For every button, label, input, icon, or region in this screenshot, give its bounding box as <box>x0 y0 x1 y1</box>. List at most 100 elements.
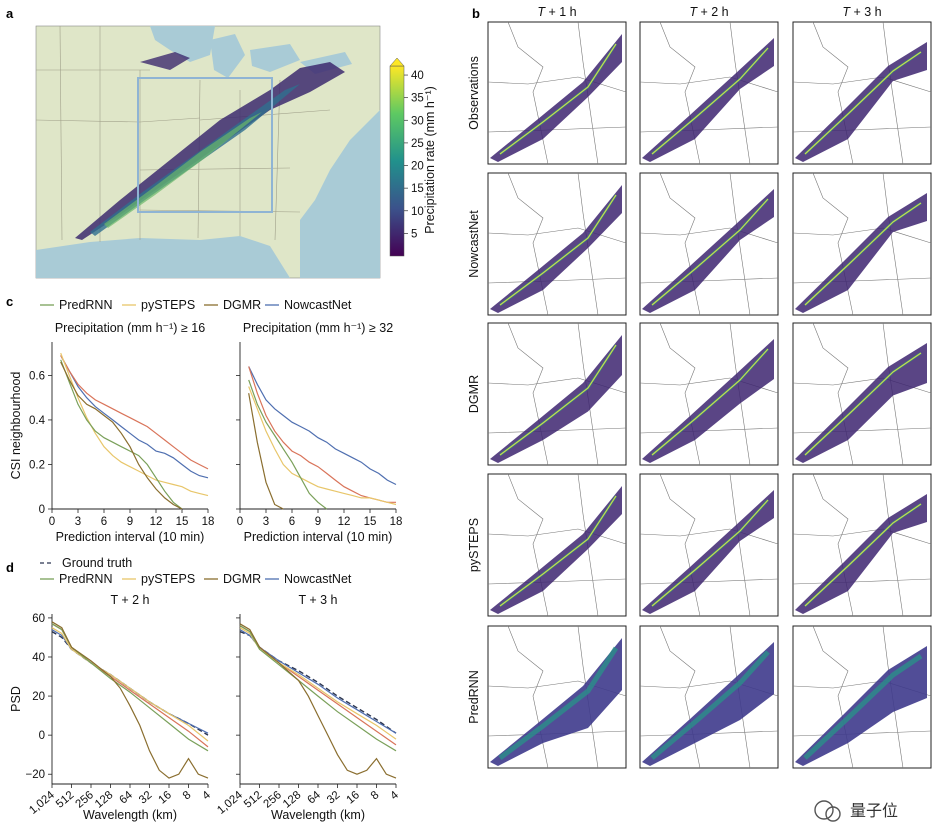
nowcast-cell <box>487 21 627 165</box>
column-header: T + 2 h <box>689 5 728 19</box>
x-tick-label: 6 <box>101 516 107 528</box>
border-lines <box>792 473 932 617</box>
chart-title: Precipitation (mm h⁻¹) ≥ 32 <box>243 321 393 335</box>
ocean-shape <box>300 110 380 278</box>
series-line-predrnn <box>239 625 397 752</box>
precip-peak <box>651 499 769 607</box>
colorbar-tick-label: 25 <box>411 138 424 150</box>
x-tick-label: 1,024 <box>27 789 57 817</box>
series-line-dgmr <box>51 621 209 779</box>
panel-label-c: c <box>6 294 13 309</box>
precip-core <box>803 653 923 760</box>
panel-label-a: a <box>6 6 14 21</box>
nowcast-cell <box>487 473 627 617</box>
x-tick-label: 18 <box>390 516 403 528</box>
colorbar-tick-label: 10 <box>411 206 424 218</box>
y-tick-label: 40 <box>32 652 45 664</box>
legend-item: DGMR <box>223 572 261 586</box>
chart-title: T + 3 h <box>298 593 337 607</box>
series-line-pysteps <box>51 627 209 742</box>
row-label: Observations <box>467 56 481 130</box>
precip-band <box>490 34 622 162</box>
precip-band <box>642 189 774 313</box>
csi-chart-16: Precipitation (mm h⁻¹) ≥ 16 0 3 6 9 12 15 18 0 0.… <box>9 321 214 544</box>
series-line-pysteps <box>248 386 397 506</box>
nowcast-cell <box>792 473 932 617</box>
column-header: T + 1 h <box>537 5 576 19</box>
colorbar-tick-label: 20 <box>411 161 424 173</box>
watermark-text: 量子位 <box>850 801 898 820</box>
series-line-red <box>51 623 209 748</box>
chart-title: Precipitation (mm h⁻¹) ≥ 16 <box>55 321 205 335</box>
x-tick-label: 12 <box>150 516 163 528</box>
series-line-dgmr <box>248 393 284 510</box>
y-axis-label: PSD <box>9 686 23 712</box>
legend-c: PredRNN pySTEPS DGMR NowcastNet <box>40 298 352 312</box>
series-line-nowcastnet <box>51 629 209 734</box>
y-tick-label: 60 <box>32 613 45 625</box>
border-lines <box>487 625 627 769</box>
legend-item: NowcastNet <box>284 572 352 586</box>
panel-label-b: b <box>472 6 480 21</box>
wechat-icon-inner <box>825 806 841 822</box>
map-panel <box>35 25 381 279</box>
colorbar-ticks: 5 10 15 20 25 30 35 40 <box>404 70 424 240</box>
nowcast-cell <box>487 625 627 769</box>
colorbar-tick-label: 30 <box>411 115 424 127</box>
x-tick-label: 4 <box>200 789 213 803</box>
series-line-pysteps <box>60 352 209 497</box>
precip-peak <box>804 503 922 607</box>
precip-peak <box>804 352 922 456</box>
series-line-dgmr <box>60 361 183 510</box>
x-tick-label: 15 <box>176 516 189 528</box>
nowcast-grid: T + 1 h T + 2 h T + 3 h Observations Nowcast… <box>467 5 932 769</box>
y-tick-label: 0.6 <box>29 370 45 382</box>
x-tick-label: 9 <box>315 516 321 528</box>
legend-item: pySTEPS <box>141 572 195 586</box>
y-tick-label: −20 <box>25 769 45 781</box>
nowcast-cell <box>792 172 932 316</box>
x-tick-label: 32 <box>137 789 155 806</box>
precip-core <box>498 646 619 761</box>
gulf-shape <box>36 236 290 278</box>
wechat-icon <box>814 800 834 820</box>
x-tick-label: 1,024 <box>215 789 245 817</box>
x-tick-label: 8 <box>369 789 382 802</box>
cell-frame <box>487 473 627 617</box>
precip-band <box>75 52 345 240</box>
x-tick-label: 3 <box>75 516 81 528</box>
nowcast-cell <box>639 322 779 466</box>
precip-band <box>642 38 774 162</box>
x-axis-label: Prediction interval (10 min) <box>56 530 205 544</box>
border-lines <box>792 625 932 769</box>
nowcast-cell <box>639 172 779 316</box>
nowcast-cell <box>639 625 779 769</box>
colorbar-label: Precipitation rate (mm h⁻¹) <box>423 86 437 234</box>
series-line-pysteps <box>239 627 397 740</box>
precip-peak <box>651 47 769 155</box>
nowcast-cell <box>487 172 627 316</box>
colorbar-tick-label: 15 <box>411 183 424 195</box>
precip-peak <box>499 43 617 155</box>
nowcast-cell <box>792 322 932 466</box>
x-tick-label: 64 <box>117 789 135 807</box>
row-label: PredRNN <box>467 670 481 724</box>
x-tick-label: 15 <box>364 516 377 528</box>
colorbar-gradient <box>389 65 405 257</box>
colorbar-tick-label: 35 <box>411 93 424 105</box>
precip-band <box>490 185 622 313</box>
x-tick-label: 8 <box>181 789 194 802</box>
watermark: 量子位 <box>814 800 898 822</box>
colorbar-extend-arrow <box>389 57 405 67</box>
border-lines <box>487 473 627 617</box>
x-tick-label: 3 <box>263 516 269 528</box>
y-axis-label: CSI neighbourhood <box>9 372 23 480</box>
y-tick-label: 20 <box>32 691 45 703</box>
precip-band <box>642 490 774 614</box>
chart-title: T + 2 h <box>110 593 149 607</box>
nowcast-cell <box>639 473 779 617</box>
nowcast-cell <box>639 21 779 165</box>
cell-frame <box>487 172 627 316</box>
